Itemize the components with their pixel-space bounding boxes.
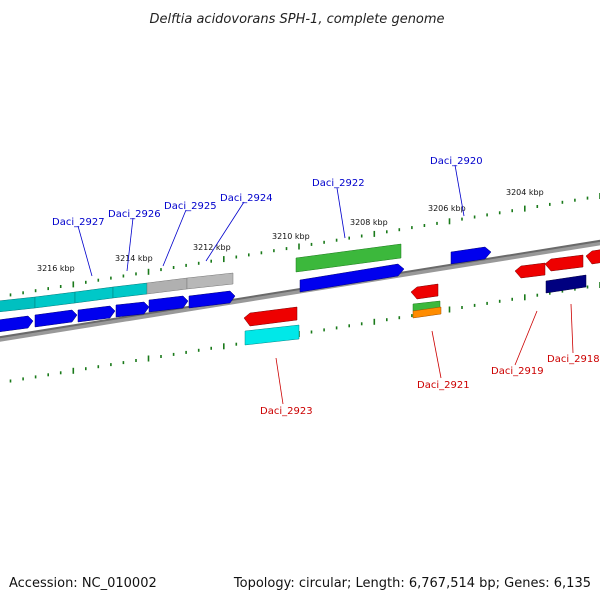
class-bar-daci-2926b[interactable] <box>112 282 148 299</box>
class-bar-daci-2927b[interactable] <box>34 291 76 309</box>
gene-daci-2917[interactable] <box>585 249 600 265</box>
outer-tick-row <box>9 193 600 297</box>
class-bar-daci-2925[interactable] <box>146 277 188 295</box>
gene-daci-2927-arrow[interactable] <box>0 315 34 332</box>
tick-label: 3208 kbp <box>350 218 388 227</box>
gene-label[interactable]: Daci_2925 <box>164 201 217 212</box>
tick-label: 3212 kbp <box>193 243 231 252</box>
map-title: Delftia acidovorans SPH-1, complete geno… <box>149 12 444 27</box>
genome-summary: Topology: circular; Length: 6,767,514 bp… <box>233 576 591 591</box>
gene-label[interactable]: Daci_2919 <box>491 366 544 377</box>
tick-label: 3214 kbp <box>115 254 153 263</box>
gene-daci-2926[interactable] <box>77 305 116 323</box>
gene-daci-2924[interactable] <box>188 290 236 309</box>
tick-label: 3204 kbp <box>506 188 544 197</box>
gene-label[interactable]: Daci_2918 <box>547 354 600 365</box>
tick-label: 3210 kbp <box>272 232 310 241</box>
class-bar-daci-2921[interactable] <box>412 306 442 319</box>
gene-label[interactable]: Daci_2921 <box>417 380 470 391</box>
tick-label: 3216 kbp <box>37 264 75 273</box>
gene-daci-2918[interactable] <box>544 254 584 272</box>
accession-label: Accession: NC_010002 <box>9 576 157 591</box>
gene-daci-2927[interactable] <box>34 309 78 328</box>
forward-genes <box>0 246 492 332</box>
gene-label[interactable]: Daci_2924 <box>220 193 273 204</box>
gene-daci-2920[interactable] <box>450 246 492 265</box>
reverse-genes <box>243 249 600 327</box>
gene-label[interactable]: Daci_2923 <box>260 406 313 417</box>
tick-labels: 3216 kbp 3214 kbp 3212 kbp 3210 kbp 3208… <box>37 188 544 273</box>
reverse-class-bars <box>244 274 587 346</box>
gene-labels: Daci_2927 Daci_2926 Daci_2925 Daci_2924 … <box>52 156 600 417</box>
forward-class-bars <box>0 243 402 313</box>
class-bar-daci-2926[interactable] <box>74 286 114 304</box>
tick-label: 3206 kbp <box>428 204 466 213</box>
gene-label[interactable]: Daci_2927 <box>52 217 105 228</box>
gene-label[interactable]: Daci_2926 <box>108 209 161 220</box>
label-leaders <box>77 164 574 405</box>
gene-daci-2925[interactable] <box>148 295 189 313</box>
class-bar-daci-2927[interactable] <box>0 296 36 313</box>
gene-daci-2926b[interactable] <box>115 301 150 318</box>
gene-daci-2922[interactable] <box>299 263 405 293</box>
gene-daci-2923[interactable] <box>243 306 298 327</box>
class-bar-daci-2923[interactable] <box>244 324 300 346</box>
class-bar-daci-2918[interactable] <box>545 274 587 294</box>
class-bar-daci-2924[interactable] <box>186 272 234 290</box>
gene-label[interactable]: Daci_2922 <box>312 178 365 189</box>
gene-daci-2919[interactable] <box>514 262 546 279</box>
gene-label[interactable]: Daci_2920 <box>430 156 483 167</box>
gene-daci-2921[interactable] <box>410 283 439 300</box>
class-bar-daci-2922[interactable] <box>295 243 402 273</box>
